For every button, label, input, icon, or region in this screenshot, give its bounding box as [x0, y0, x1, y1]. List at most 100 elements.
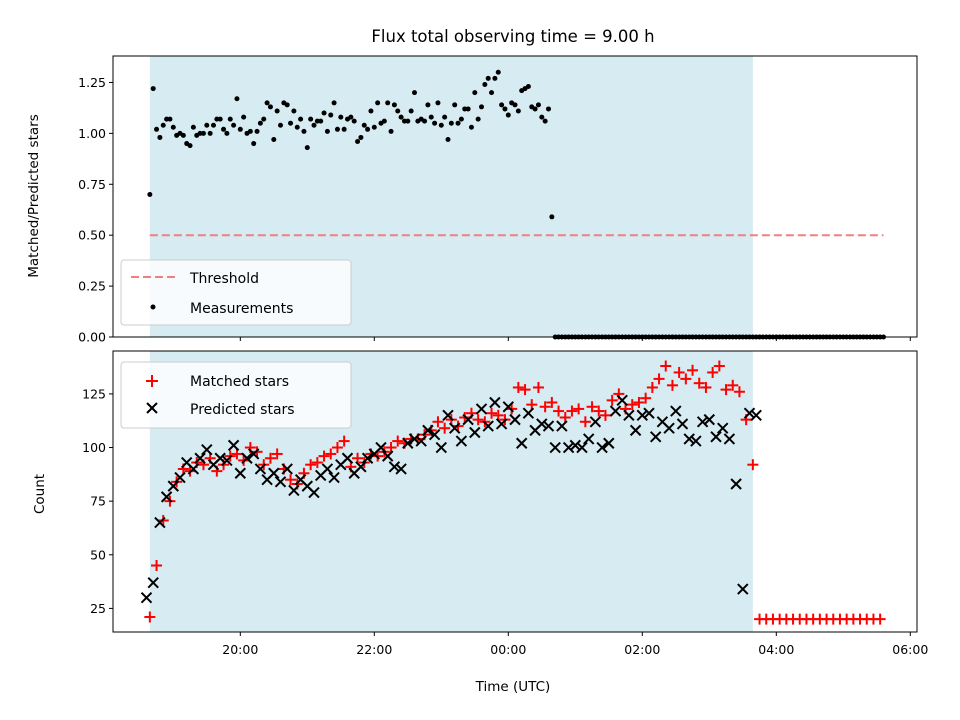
measurement-point [412, 90, 417, 96]
measurement-point [452, 102, 458, 108]
bottom-legend: Matched stars Predicted stars [120, 361, 352, 429]
measurement-point [355, 139, 361, 145]
measurement-point [284, 102, 290, 108]
predicted-star-point [502, 401, 515, 413]
predicted-star-point [643, 407, 655, 419]
measurement-point [304, 145, 310, 151]
measurement-point [505, 112, 511, 118]
measurement-point [341, 126, 347, 132]
predicted-star-point [227, 439, 240, 452]
matched-star-point [566, 405, 578, 417]
predicted-star-point [448, 422, 461, 434]
bottom-y-axis-label: Count [32, 474, 48, 514]
measurement-point [371, 124, 377, 130]
matched-star-point [666, 379, 678, 391]
measurement-point [318, 118, 324, 124]
measurement-point [241, 114, 247, 120]
top-legend-box [120, 259, 352, 326]
measurement-point [160, 122, 166, 128]
measurement-point [234, 96, 240, 102]
measurement-point [425, 102, 431, 108]
predicted-star-point [663, 422, 675, 434]
measurement-point [294, 124, 300, 130]
predicted-star-point [201, 443, 213, 456]
measurement-point [435, 100, 441, 106]
predicted-star-point [589, 416, 602, 428]
top-panel: 0.00 0.25 0.50 0.75 1.00 1.25 Flux total obse… [26, 27, 918, 345]
matched-star-point [532, 381, 544, 393]
predicted-star-point [562, 441, 575, 454]
legend-matched-label: Matched stars [190, 374, 289, 390]
predicted-star-point [676, 418, 689, 430]
measurement-point [180, 132, 186, 138]
top-axes-frame [112, 55, 918, 338]
predicted-star-point [140, 591, 153, 604]
matched-star-point [673, 366, 685, 378]
predicted-star-point [174, 471, 186, 484]
predicted-star-point [549, 441, 561, 454]
measurement-point [428, 114, 434, 120]
y-tick-label: 1.00 [78, 126, 106, 141]
matched-star-point [546, 396, 558, 408]
predicted-star-point [462, 413, 474, 426]
measurement-point [489, 90, 495, 96]
predicted-star-point [455, 435, 468, 447]
matched-star-point [727, 379, 739, 391]
bottom-x-ticks: 20:00 22:00 00:00 02:00 04:00 06:00 [222, 632, 928, 657]
measurement-point [154, 126, 160, 132]
measurement-point [365, 126, 371, 132]
measurement-point [472, 90, 478, 96]
matched-star-point [432, 416, 444, 428]
predicted-star-point [234, 467, 247, 479]
measurement-points [147, 69, 886, 340]
measurement-point [512, 102, 518, 108]
matched-star-point [512, 381, 524, 393]
measurement-point [539, 114, 545, 120]
matched-star-point [553, 405, 565, 417]
predicted-star-point [288, 484, 300, 497]
top-y-axis-label: Matched/Predicted stars [26, 114, 42, 277]
measurement-point [502, 106, 508, 112]
predicted-star-point [603, 437, 615, 449]
y-tick-label: 50 [90, 547, 106, 562]
y-tick-label: 0.75 [78, 177, 106, 192]
measurement-point [157, 134, 163, 140]
legend-predicted-label: Predicted stars [190, 402, 295, 418]
measurement-point [254, 128, 260, 134]
matched-star-point [325, 448, 337, 460]
predicted-star-point [381, 450, 394, 462]
predicted-star-point [402, 437, 414, 449]
predicted-star-point [187, 463, 200, 475]
x-tick-label: 00:00 [490, 642, 526, 657]
top-x-ticks [239, 337, 911, 341]
matched-star-point [633, 396, 645, 408]
measurement-point [398, 114, 404, 120]
measurement-point [167, 116, 173, 122]
measurement-point [187, 143, 193, 149]
measurement-point [207, 130, 213, 136]
matched-star-point [713, 360, 725, 372]
measurement-point [542, 118, 548, 124]
measurement-point [331, 100, 337, 106]
measurement-point [291, 108, 297, 114]
matched-star-point [586, 401, 598, 413]
measurement-point [328, 112, 334, 118]
measurement-point [445, 136, 451, 142]
y-tick-label: 125 [82, 386, 106, 401]
matched-star-point [492, 409, 504, 421]
predicted-star-point [489, 396, 501, 409]
measurement-point [368, 108, 374, 114]
measurement-point [388, 128, 394, 134]
predicted-star-point [482, 420, 494, 432]
matched-star-point [653, 373, 665, 385]
measurement-point [515, 108, 521, 114]
predicted-star-point [649, 431, 662, 443]
measurement-point [321, 110, 327, 116]
measurement-point [482, 82, 488, 88]
x-tick-label: 22:00 [356, 642, 392, 657]
matched-star-point [439, 422, 451, 434]
measurement-point [492, 75, 498, 81]
predicted-star-point [147, 576, 159, 589]
legend-measurements-label: Measurements [190, 301, 293, 317]
y-tick-label: 0.25 [78, 279, 106, 294]
